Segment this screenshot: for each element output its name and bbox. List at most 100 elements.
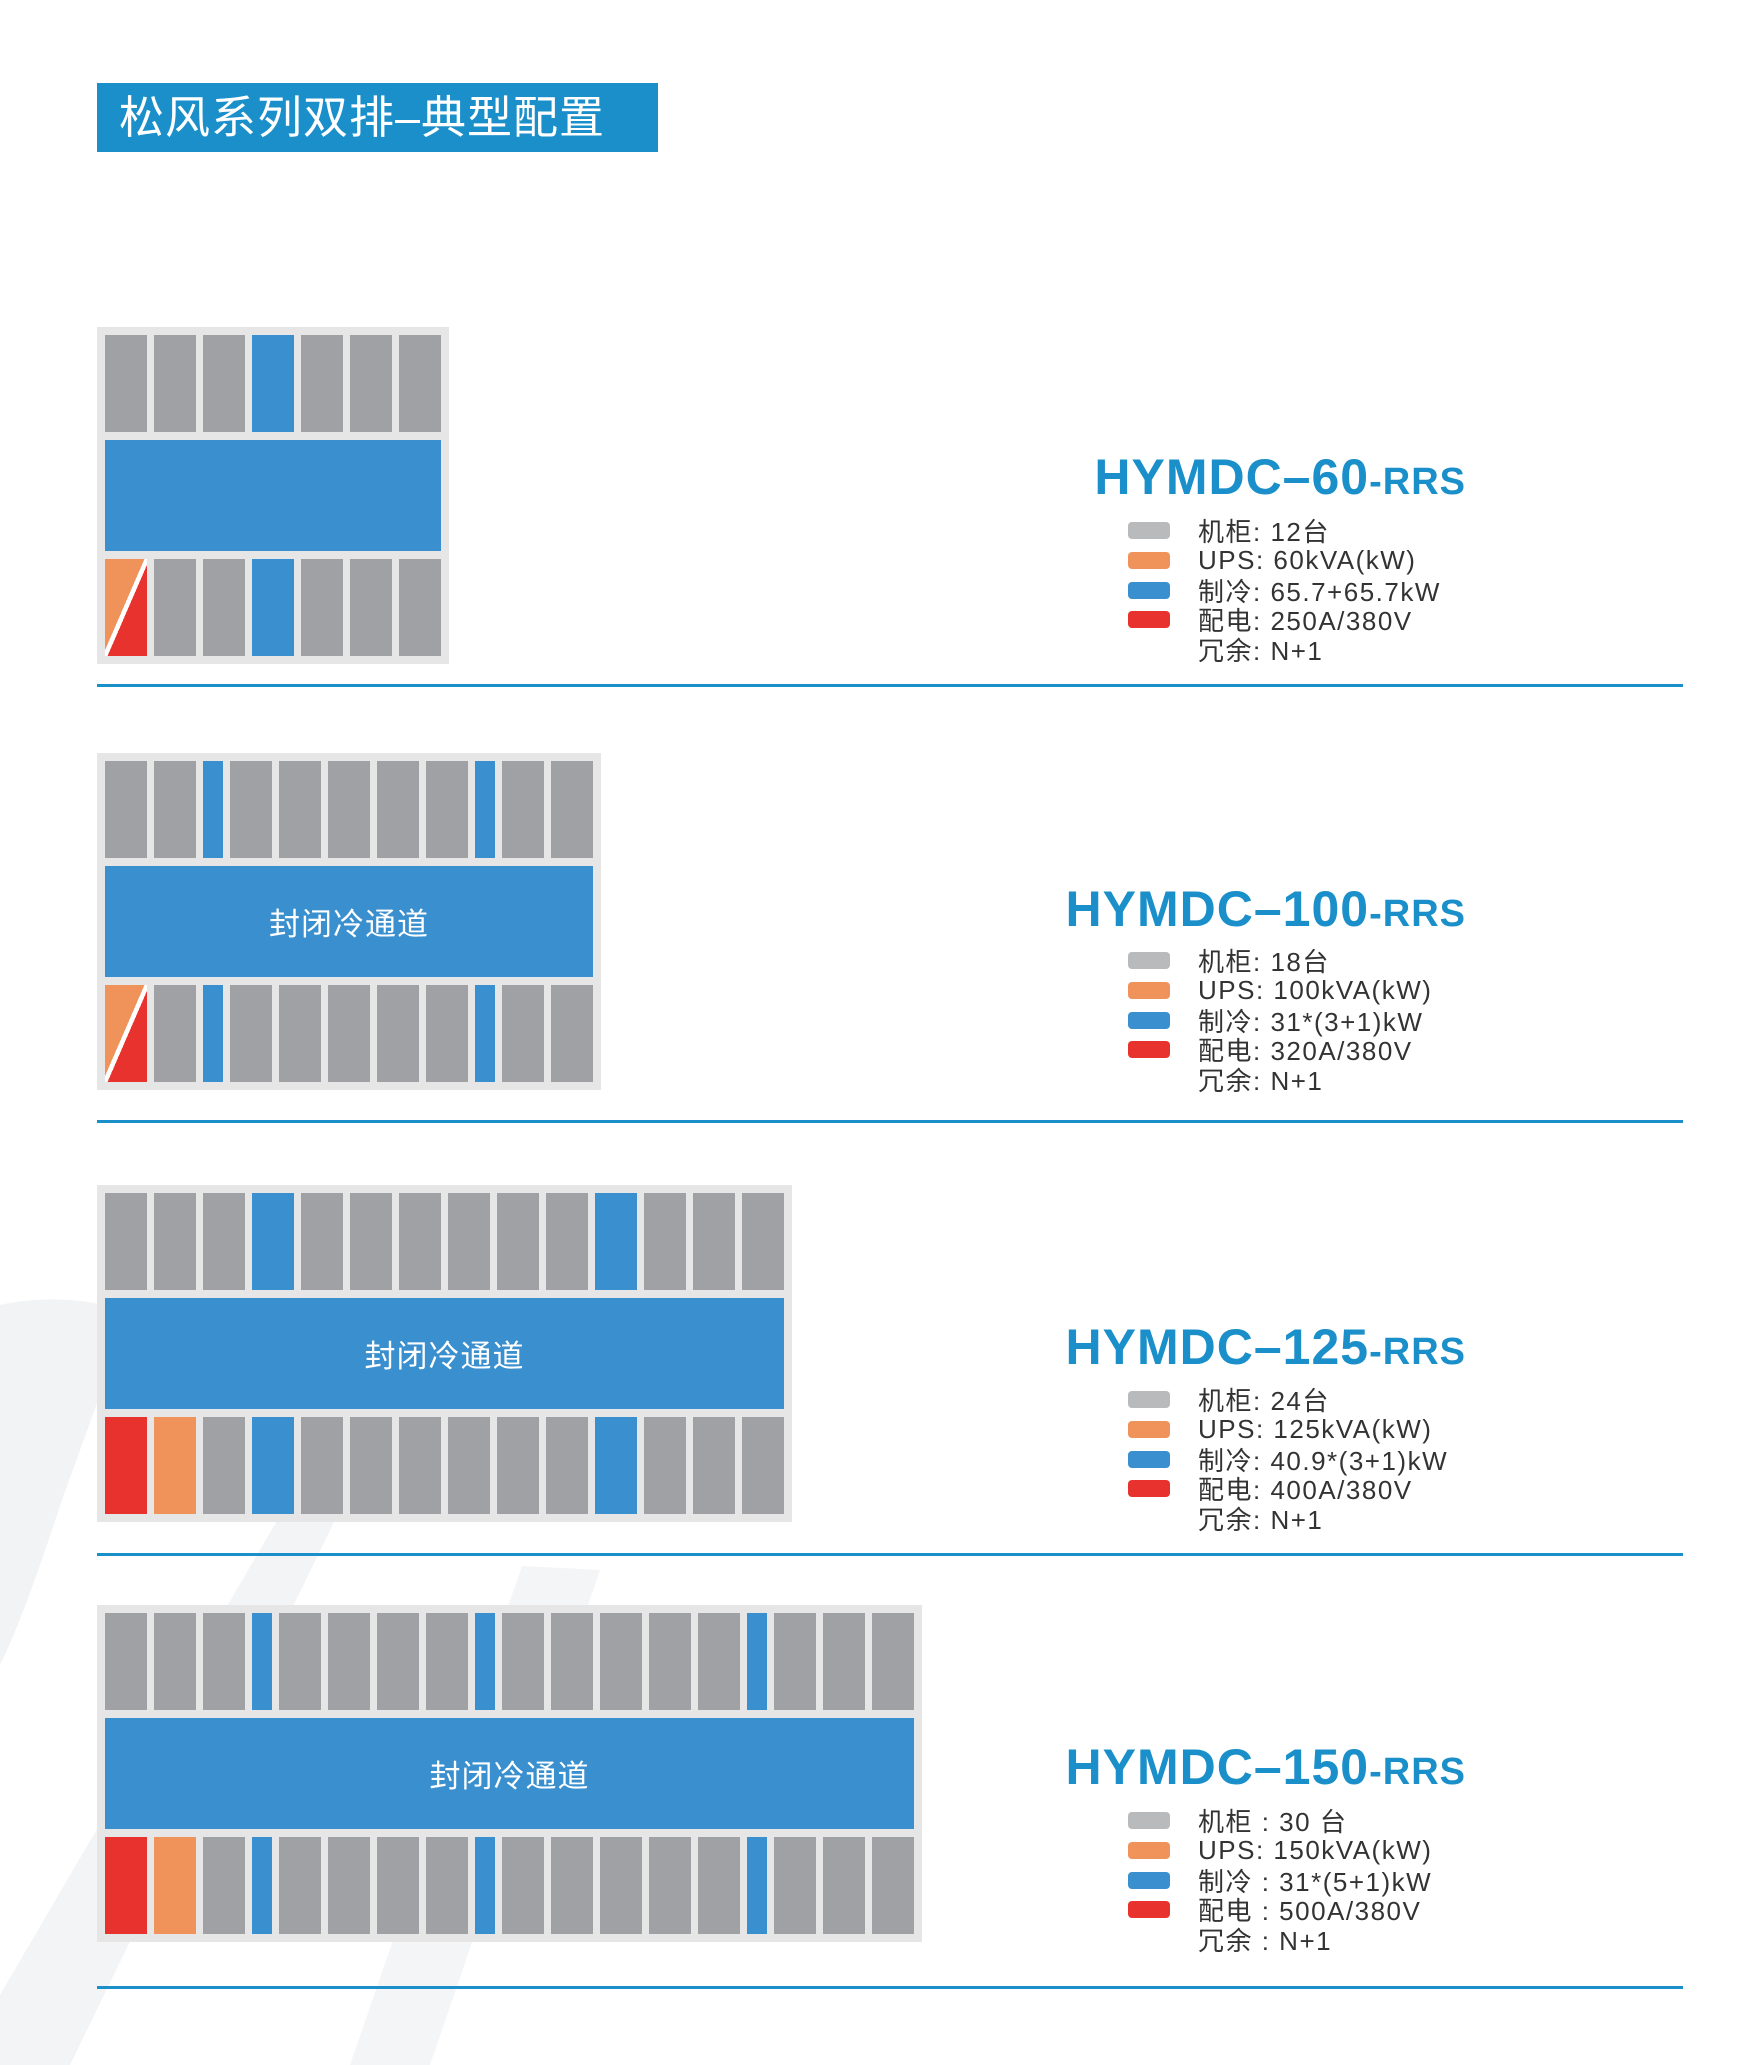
rack-cabinet	[872, 1837, 914, 1934]
spec-text: 制冷: 65.7+65.7kW	[1198, 576, 1441, 607]
rack-cabinet	[350, 335, 392, 432]
rack-cabinet	[698, 1837, 740, 1934]
cold-aisle: 封闭冷通道	[105, 1718, 914, 1829]
rack-cabinet	[551, 761, 593, 858]
cooling-unit-narrow	[475, 1837, 495, 1934]
rack-cabinet	[502, 985, 544, 1082]
rack-cabinet	[426, 1837, 468, 1934]
power-distribution-cabinet	[105, 1837, 147, 1934]
rack-cabinet	[426, 761, 468, 858]
spec-power-distribution: 配电: 400A/380V	[1128, 1474, 1448, 1505]
spec-text: 机柜 : 30 台	[1198, 1807, 1348, 1838]
rack-cabinet	[377, 1613, 419, 1710]
spec-cabinets: 机柜: 12台	[1128, 516, 1441, 547]
spec-list: 机柜: 18台 UPS: 100kVA(kW) 制冷: 31*(3+1)kW 配电: …	[1128, 946, 1432, 1096]
model-name: HYMDC–100	[1065, 881, 1370, 937]
cooling-unit-narrow	[252, 1613, 272, 1710]
spec-text: 制冷: 40.9*(3+1)kW	[1198, 1445, 1449, 1476]
spec-cabinets: 机柜: 18台	[1128, 946, 1432, 977]
spec-text: UPS: 150kVA(kW)	[1198, 1835, 1433, 1866]
model-name: HYMDC–125	[1065, 1319, 1370, 1375]
cooling-unit-narrow	[203, 761, 223, 858]
section-divider	[97, 684, 1683, 687]
rack-cabinet	[399, 559, 441, 656]
rack-cabinet	[426, 1613, 468, 1710]
rack-cabinet	[203, 1837, 245, 1934]
rack-cabinet	[203, 1193, 245, 1290]
rack-cabinet	[377, 761, 419, 858]
legend-swatch-cooling	[1128, 1871, 1170, 1889]
cooling-unit	[252, 1193, 294, 1290]
cooling-unit	[252, 559, 294, 656]
config-section-hymdc-60: HYMDC–60-RRS 机柜: 12台 UPS: 60kVA(kW) 制冷: 65…	[0, 327, 1761, 687]
cooling-unit-narrow	[475, 761, 495, 858]
cooling-unit-narrow	[747, 1613, 767, 1710]
spec-ups: UPS: 100kVA(kW)	[1128, 975, 1432, 1006]
cooling-unit	[595, 1193, 637, 1290]
rack-cabinet	[448, 1417, 490, 1514]
spec-redundancy: 冗余: N+1	[1128, 635, 1441, 666]
rack-cabinet	[600, 1613, 642, 1710]
rack-cabinet	[546, 1193, 588, 1290]
rack-cabinet	[301, 1417, 343, 1514]
rack-cabinet	[600, 1837, 642, 1934]
legend-swatch-rack	[1128, 522, 1170, 540]
model-suffix: -RRS	[1369, 1331, 1466, 1373]
rack-cabinet	[105, 335, 147, 432]
rack-cabinet	[872, 1613, 914, 1710]
ups-power-cabinet	[105, 559, 147, 656]
spec-list: 机柜: 24台 UPS: 125kVA(kW) 制冷: 40.9*(3+1)kW 配电…	[1128, 1385, 1449, 1535]
model-suffix: -RRS	[1369, 893, 1466, 935]
cold-aisle	[105, 440, 441, 551]
ups-power-cabinet	[105, 985, 147, 1082]
rack-cabinet	[377, 985, 419, 1082]
spec-text: 机柜: 12台	[1198, 517, 1330, 548]
legend-spacer	[1128, 1931, 1170, 1948]
rack-cabinet	[301, 1193, 343, 1290]
legend-spacer	[1128, 641, 1170, 658]
rack-layout-diagram	[97, 327, 449, 664]
bottom-cabinet-row	[105, 985, 593, 1082]
rack-cabinet	[230, 985, 272, 1082]
rack-cabinet	[823, 1837, 865, 1934]
spec-cooling: 制冷: 31*(3+1)kW	[1128, 1005, 1432, 1037]
rack-cabinet	[426, 985, 468, 1082]
section-divider	[97, 1120, 1683, 1123]
rack-cabinet	[328, 985, 370, 1082]
cooling-unit-narrow	[203, 985, 223, 1082]
rack-cabinet	[203, 1613, 245, 1710]
spec-text: 冗余 : N+1	[1198, 1926, 1333, 1957]
rack-layout-diagram: 封闭冷通道	[97, 1185, 792, 1522]
cold-aisle-label: 封闭冷通道	[269, 907, 429, 942]
rack-cabinet	[774, 1837, 816, 1934]
rack-cabinet	[399, 1417, 441, 1514]
rack-cabinet	[328, 761, 370, 858]
cooling-unit	[595, 1417, 637, 1514]
cold-aisle: 封闭冷通道	[105, 1298, 784, 1409]
spec-cooling: 制冷 : 31*(5+1)kW	[1128, 1865, 1432, 1897]
rack-cabinet	[546, 1417, 588, 1514]
legend-swatch-ups	[1128, 982, 1170, 1000]
rack-cabinet	[203, 559, 245, 656]
section-divider	[97, 1553, 1683, 1556]
power-distribution-cabinet	[105, 1417, 147, 1514]
rack-cabinet	[497, 1417, 539, 1514]
rack-cabinet	[742, 1417, 784, 1514]
model-name: HYMDC–150	[1065, 1739, 1370, 1795]
spec-power-distribution: 配电: 320A/380V	[1128, 1035, 1432, 1066]
legend-swatch-ups	[1128, 1842, 1170, 1860]
spec-ups: UPS: 60kVA(kW)	[1128, 545, 1441, 576]
legend-swatch-cooling	[1128, 1450, 1170, 1468]
cooling-unit-narrow	[475, 985, 495, 1082]
legend-swatch-cooling	[1128, 1011, 1170, 1029]
cooling-unit	[252, 1417, 294, 1514]
rack-cabinet	[742, 1193, 784, 1290]
rack-cabinet	[551, 1837, 593, 1934]
rack-cabinet	[774, 1613, 816, 1710]
rack-cabinet	[328, 1613, 370, 1710]
legend-swatch-ups	[1128, 1421, 1170, 1439]
rack-cabinet	[301, 559, 343, 656]
top-cabinet-row	[105, 1193, 784, 1290]
cooling-unit-narrow	[475, 1613, 495, 1710]
